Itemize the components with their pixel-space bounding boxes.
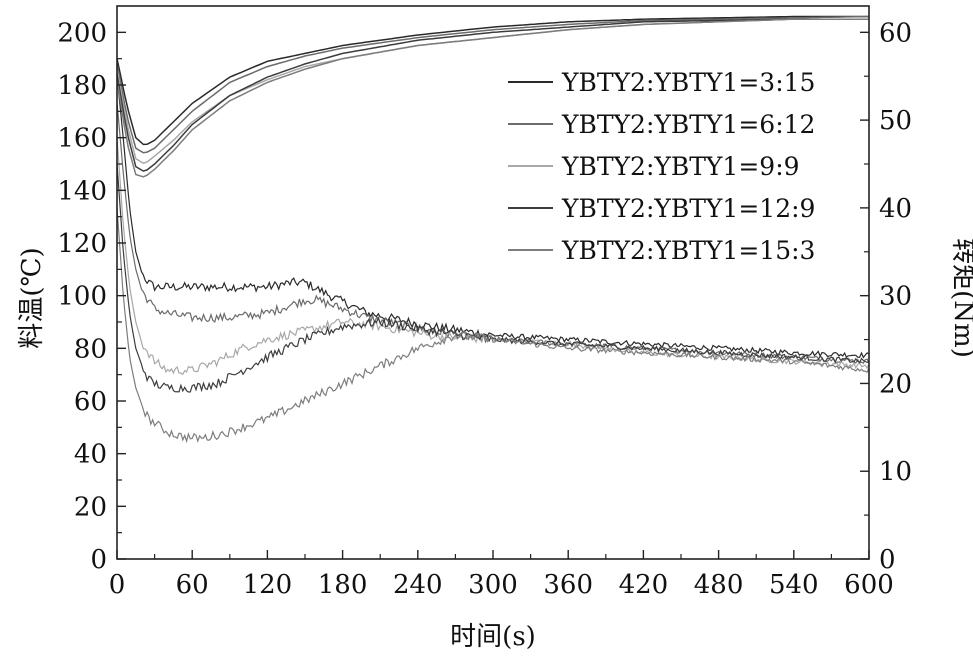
temperature-line-4: [116, 18, 869, 172]
torque-line-5: [116, 207, 870, 444]
left-y-tick-label: 0: [90, 545, 107, 575]
x-tick-label: 480: [694, 570, 744, 600]
x-tick-label: 300: [468, 570, 518, 600]
right-y-tick-label: 40: [879, 194, 912, 224]
left-y-axis-title: 料温(℃): [17, 247, 47, 348]
x-tick-label: 420: [619, 570, 669, 600]
right-y-tick-label: 60: [879, 18, 912, 48]
right-y-tick-label: 50: [879, 106, 912, 136]
left-y-tick-label: 140: [57, 176, 107, 206]
legend-label-3: YBTY2:YBTY1=9:9: [561, 152, 800, 181]
left-y-tick-label: 100: [57, 282, 107, 312]
ticks-layer: 0 60 120 180 240 300 360 420 480 540 6000204060801…: [57, 18, 912, 600]
right-y-tick-label: 10: [879, 457, 912, 487]
right-y-tick-label: 30: [879, 282, 912, 312]
x-tick-label: 180: [318, 570, 368, 600]
legend-label-1: YBTY2:YBTY1=3:15: [561, 68, 815, 97]
left-y-tick-label: 80: [74, 334, 107, 364]
right-y-axis-title: 转矩(Nm): [948, 238, 973, 358]
left-y-tick-label: 60: [74, 387, 107, 417]
right-y-tick-label: 0: [879, 545, 896, 575]
temperature-line-1: [116, 15, 869, 146]
x-tick-label: 240: [393, 570, 443, 600]
temperature-line-5: [116, 18, 869, 178]
left-y-tick-label: 180: [57, 71, 107, 101]
left-y-tick-label: 20: [74, 492, 107, 522]
x-tick-label: 360: [543, 570, 593, 600]
legend-label-2: YBTY2:YBTY1=6:12: [561, 110, 815, 139]
temperature-line-2: [116, 15, 870, 154]
x-tick-label: 540: [769, 570, 819, 600]
left-y-tick-label: 160: [57, 124, 107, 154]
left-y-tick-label: 120: [57, 229, 107, 259]
x-tick-label: 0: [109, 570, 126, 600]
legend-label-5: YBTY2:YBTY1=15:3: [561, 236, 815, 265]
torque-line-1: [116, 76, 870, 359]
left-y-tick-label: 40: [74, 440, 107, 470]
right-y-tick-label: 20: [879, 369, 912, 399]
legend: YBTY2:YBTY1=3:15 YBTY2:YBTY1=6:12 YBTY2:YB…: [508, 68, 815, 265]
x-tick-label: 600: [844, 570, 894, 600]
series-layer: [116, 15, 870, 444]
left-y-tick-label: 200: [57, 18, 107, 48]
legend-label-4: YBTY2:YBTY1=12:9: [561, 194, 815, 223]
x-tick-label: 120: [243, 570, 293, 600]
torque-line-4: [116, 163, 870, 393]
x-tick-label: 60: [176, 570, 209, 600]
x-axis-title: 时间(s): [450, 622, 536, 652]
